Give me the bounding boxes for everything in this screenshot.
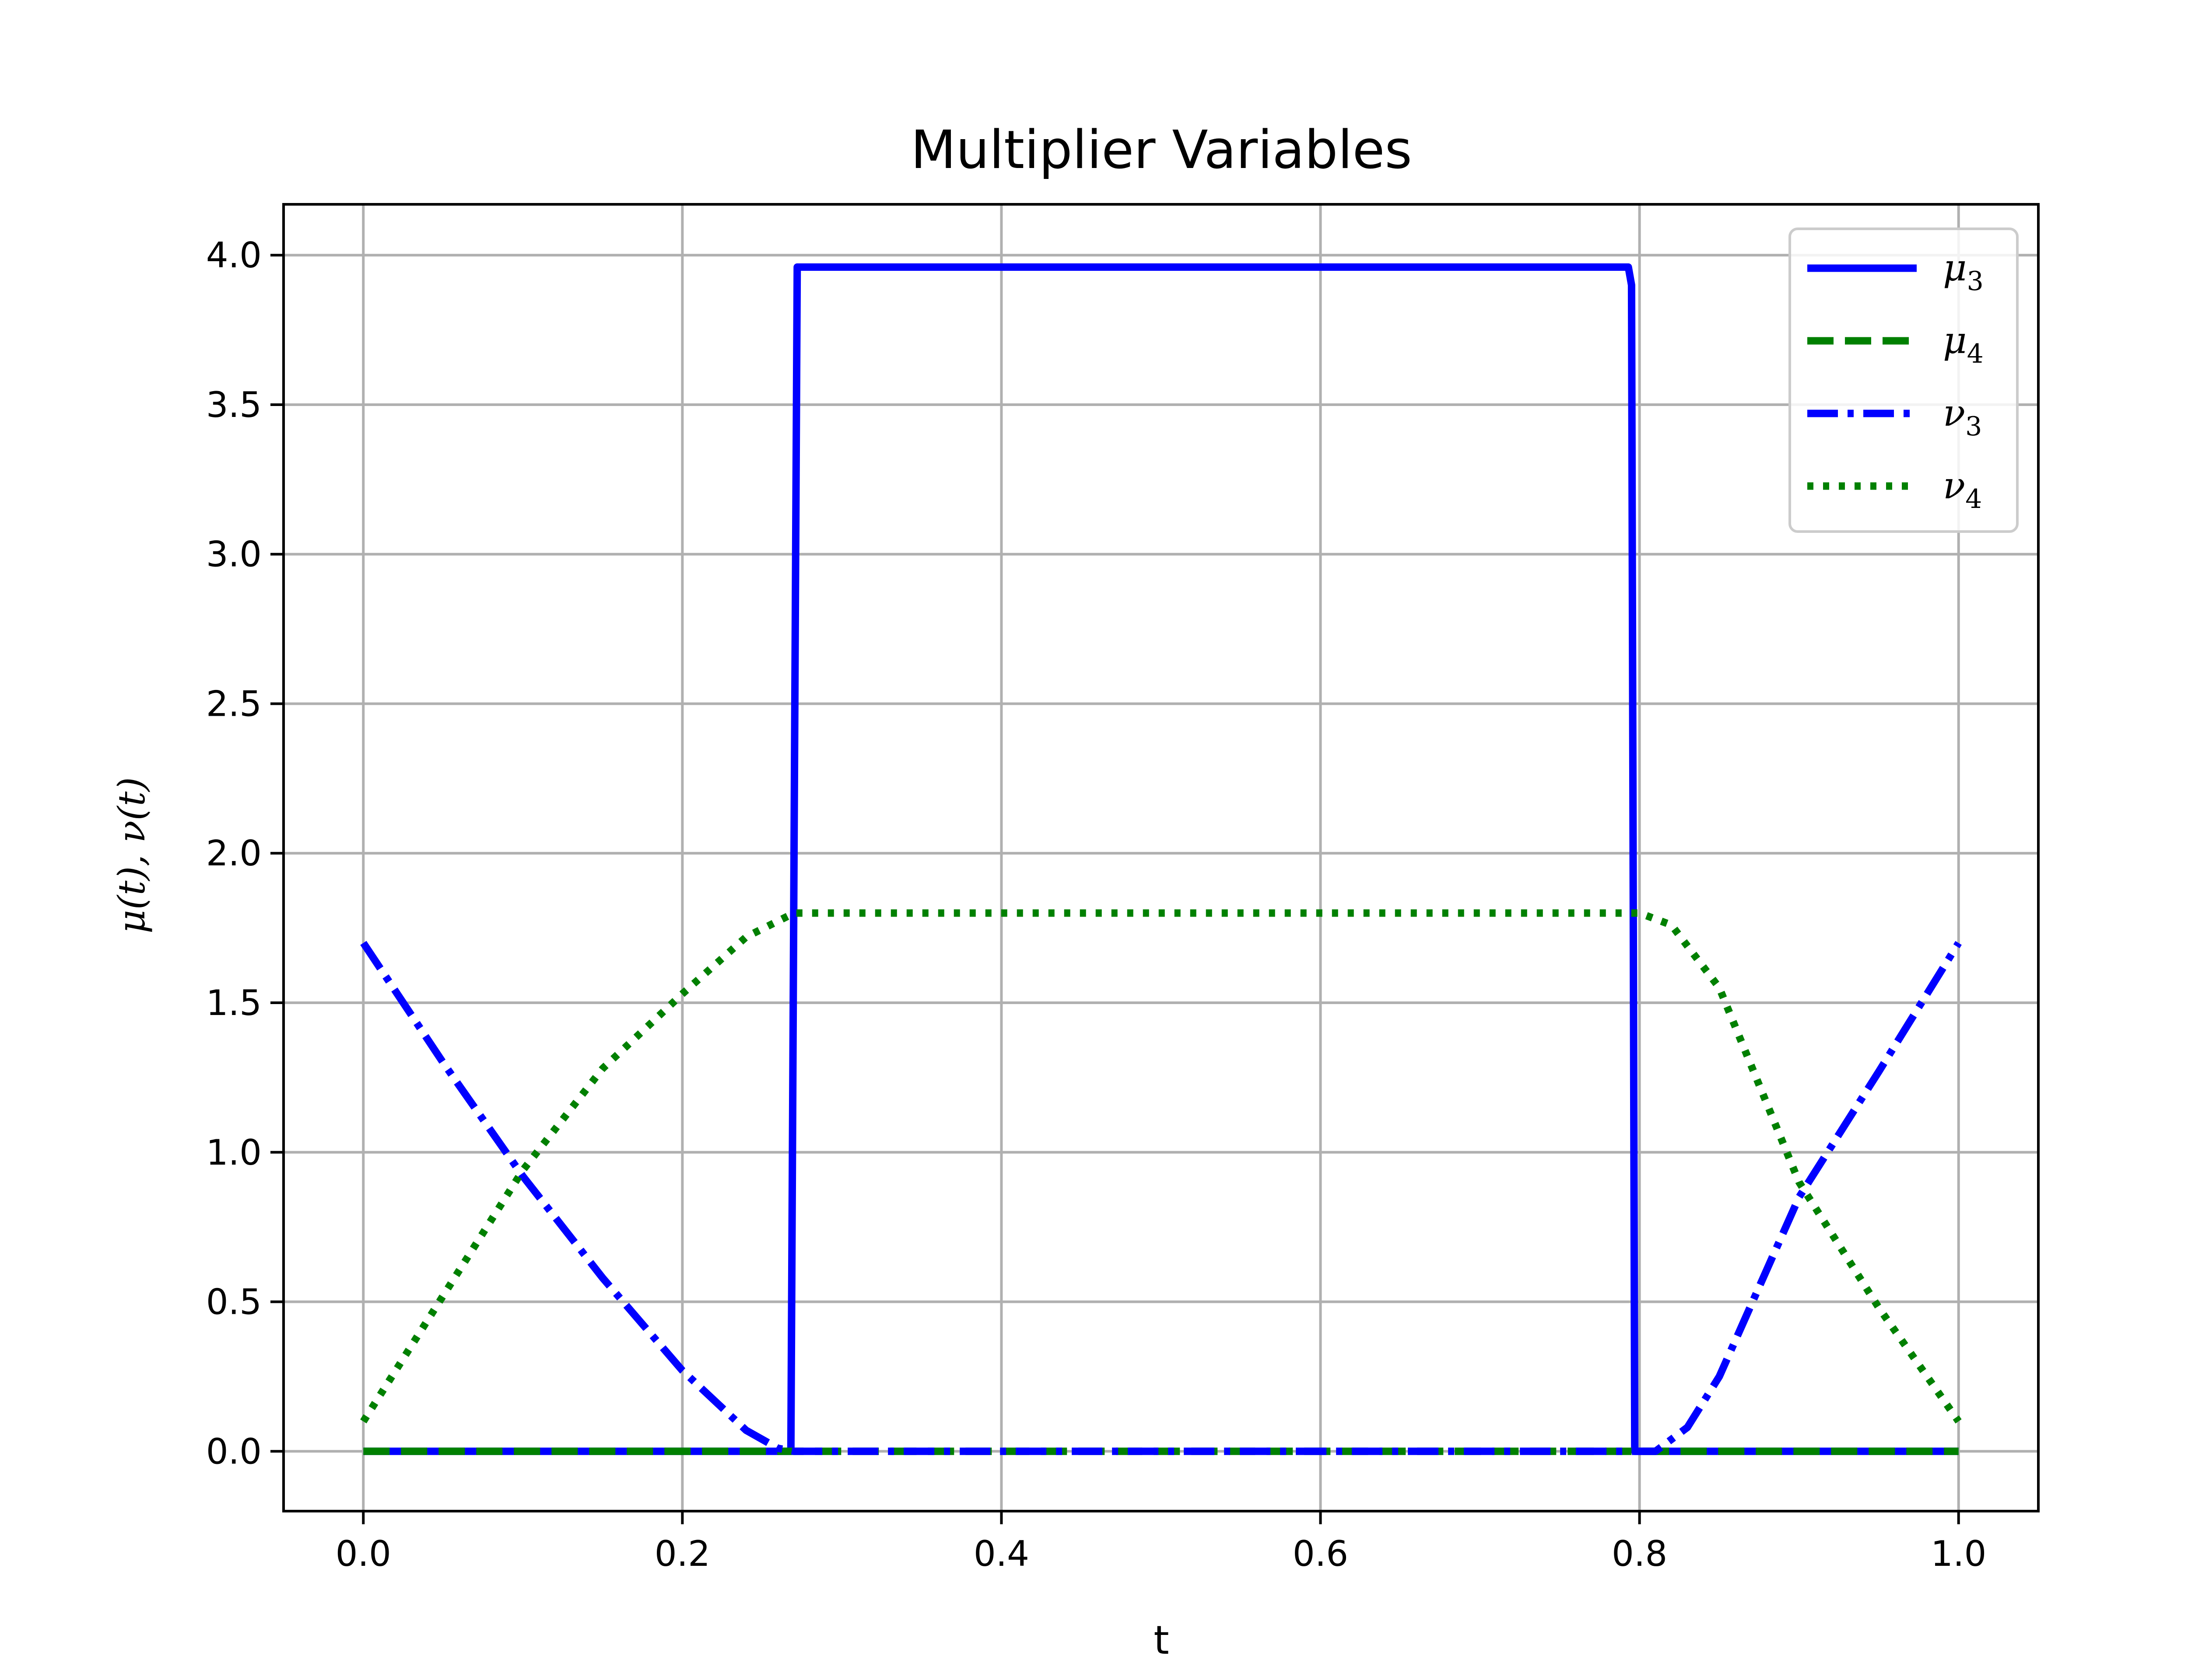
ticks: 0.0 0.2 0.4 0.6 0.8 1.0 0.0 0.5 1.0 1.5 2.0 2.5 3.0 3… [206,235,1987,1574]
x-tick-label: 0.8 [1612,1533,1667,1574]
plot-frame [282,203,2040,1512]
grid [284,204,2038,1511]
y-tick-label: 0.0 [206,1431,262,1472]
x-tick-label: 0.4 [974,1533,1029,1574]
legend-label-nu4: ν4 [1943,464,1982,514]
y-tick-label: 3.0 [206,534,262,575]
y-tick-label: 2.0 [206,833,262,874]
x-tick-label: 1.0 [1931,1533,1986,1574]
x-tick-label: 0.2 [655,1533,710,1574]
y-tick-label: 4.0 [206,235,262,276]
legend-label-mu3: μ3 [1943,246,1984,297]
legend-label-nu3: ν3 [1943,392,1982,442]
legend-label-mu4: μ4 [1943,319,1984,369]
x-tick-label: 0.6 [1293,1533,1348,1574]
series-nu3-line [360,941,1962,1455]
y-tick-label: 1.5 [206,983,262,1023]
y-tick-label: 0.5 [206,1282,262,1323]
legend-box [1788,228,2019,533]
y-tick-label: 2.5 [206,683,262,724]
legend: μ3 μ4 ν3 ν4 [1788,228,2019,533]
y-tick-label: 3.5 [206,385,262,425]
y-axis-label: μ(t), ν(t) [110,777,153,934]
chart-title: Multiplier Variables [911,120,1412,181]
x-axis-label: t [1154,1617,1169,1663]
x-tick-label: 0.0 [336,1533,391,1574]
series-layer [360,263,1962,1455]
y-tick-label: 1.0 [206,1132,262,1173]
series-nu4-line [360,909,1962,1424]
